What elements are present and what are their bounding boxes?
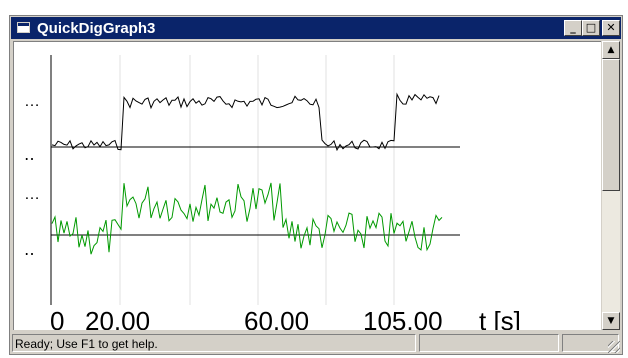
app-window-icon[interactable] — [17, 22, 30, 33]
title-bar[interactable]: QuickDigGraph3 _ □ ✕ — [11, 17, 621, 39]
channel-2-high-label: … — [24, 186, 40, 203]
x-tick-label: 20.00 — [85, 306, 150, 330]
channel-2-trace — [51, 182, 443, 255]
scroll-up-button[interactable]: ▲ — [602, 41, 620, 59]
x-axis-unit-label: t [s] — [479, 306, 521, 330]
channel-2-low-label: ‥ — [24, 242, 35, 259]
status-bar: Ready; Use F1 to get help. — [11, 332, 621, 354]
graph-area[interactable]: … ‥ … ‥ 0 20.00 60.00 105.00 t [s] — [13, 41, 601, 330]
grid-lines — [119, 55, 395, 305]
status-pane — [419, 334, 559, 352]
app-window: QuickDigGraph3 _ □ ✕ … ‥ … ‥ 0 20.00 60.… — [9, 15, 623, 355]
x-tick-label: 105.00 — [363, 306, 443, 330]
status-message: Ready; Use F1 to get help. — [12, 334, 416, 352]
scroll-down-button[interactable]: ▼ — [602, 312, 620, 330]
channel-1-high-label: … — [24, 93, 40, 110]
x-tick-label: 0 — [50, 306, 64, 330]
close-button[interactable]: ✕ — [602, 20, 620, 36]
scrollbar-thumb[interactable] — [602, 59, 620, 191]
signal-plot: … ‥ … ‥ 0 20.00 60.00 105.00 t [s] — [24, 55, 521, 330]
vertical-scrollbar[interactable]: ▲ ▼ — [602, 41, 620, 330]
maximize-button[interactable]: □ — [582, 20, 600, 36]
channel-1-trace — [51, 92, 440, 152]
channel-1-low-label: ‥ — [24, 147, 35, 164]
resize-grip[interactable] — [608, 341, 620, 353]
minimize-button[interactable]: _ — [564, 20, 582, 36]
x-tick-label: 60.00 — [244, 306, 309, 330]
window-title: QuickDigGraph3 — [37, 20, 156, 37]
